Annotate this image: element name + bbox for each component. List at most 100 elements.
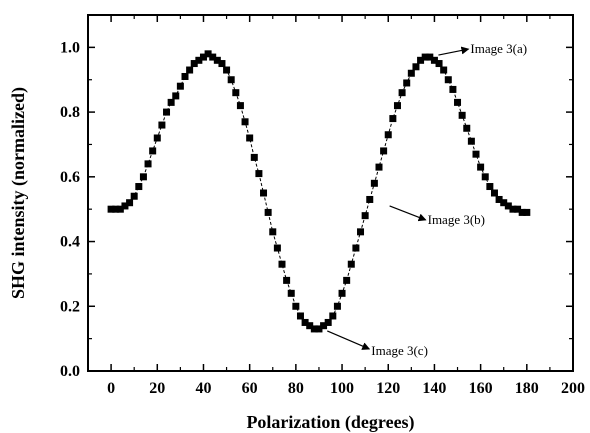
y-axis-title: SHG intensity (normalized) xyxy=(8,87,29,299)
data-point xyxy=(107,205,115,213)
data-point xyxy=(213,56,221,64)
annotation-label: Image 3(b) xyxy=(428,212,485,227)
data-point xyxy=(361,212,369,220)
data-point xyxy=(116,205,124,213)
data-point xyxy=(486,183,494,191)
y-tick-label: 0.6 xyxy=(60,169,80,186)
data-point xyxy=(504,202,512,210)
data-point xyxy=(273,244,281,252)
x-tick-label: 200 xyxy=(561,380,585,397)
data-point xyxy=(195,56,203,64)
data-point xyxy=(472,150,480,158)
data-point xyxy=(523,208,531,216)
data-point xyxy=(463,124,471,132)
x-tick-label: 20 xyxy=(149,380,165,397)
data-point xyxy=(260,189,268,197)
data-point xyxy=(130,192,138,200)
annotation-arrow xyxy=(327,330,371,350)
data-point xyxy=(153,134,161,142)
annotation-arrow xyxy=(389,205,427,222)
data-point xyxy=(255,170,263,178)
data-point xyxy=(357,228,365,236)
data-point xyxy=(389,115,397,123)
data-point xyxy=(407,69,415,77)
data-point xyxy=(495,195,503,203)
data-point xyxy=(444,76,452,84)
data-point xyxy=(458,111,466,119)
x-tick-label: 100 xyxy=(330,380,354,397)
data-point xyxy=(435,60,443,68)
data-point xyxy=(500,199,508,207)
data-point xyxy=(176,82,184,90)
data-point xyxy=(324,318,332,326)
data-point xyxy=(320,322,328,330)
data-point xyxy=(467,137,475,145)
data-point xyxy=(343,276,351,284)
data-point xyxy=(384,131,392,139)
data-point xyxy=(223,66,231,74)
x-tick-label: 0 xyxy=(107,380,115,397)
data-point xyxy=(440,66,448,74)
data-point xyxy=(236,102,244,110)
data-point xyxy=(509,205,517,213)
data-point xyxy=(112,205,120,213)
data-point xyxy=(167,98,175,106)
data-point xyxy=(352,244,360,252)
data-point xyxy=(227,76,235,84)
data-point xyxy=(204,50,212,58)
data-point xyxy=(121,202,129,210)
data-point xyxy=(315,325,323,333)
data-point xyxy=(333,302,341,310)
data-point xyxy=(158,121,166,129)
x-tick-label: 120 xyxy=(376,380,400,397)
data-point xyxy=(278,260,286,268)
data-point xyxy=(241,118,249,126)
data-point xyxy=(454,98,462,106)
data-point xyxy=(209,53,217,61)
data-point xyxy=(490,189,498,197)
x-tick-label: 140 xyxy=(422,380,446,397)
x-tick-label: 40 xyxy=(195,380,211,397)
x-tick-label: 80 xyxy=(288,380,304,397)
data-point xyxy=(477,163,485,171)
data-point xyxy=(126,199,134,207)
data-point xyxy=(329,312,337,320)
x-tick-label: 160 xyxy=(469,380,493,397)
data-point xyxy=(338,289,346,297)
data-series xyxy=(107,50,531,333)
data-point xyxy=(310,325,318,333)
annotation-label: Image 3(a) xyxy=(470,41,527,56)
annotation-label: Image 3(c) xyxy=(371,343,428,358)
data-point xyxy=(250,153,258,161)
data-point xyxy=(149,147,157,155)
x-axis-title: Polarization (degrees) xyxy=(246,412,414,433)
y-tick-label: 0.4 xyxy=(60,234,80,251)
data-point xyxy=(246,134,254,142)
data-point xyxy=(403,79,411,87)
y-tick-label: 0.8 xyxy=(60,104,80,121)
data-point xyxy=(264,208,272,216)
data-point xyxy=(370,179,378,187)
data-point xyxy=(393,102,401,110)
data-point xyxy=(366,195,374,203)
data-point xyxy=(186,66,194,74)
data-point xyxy=(301,318,309,326)
data-point xyxy=(144,160,152,168)
data-point xyxy=(190,60,198,68)
data-point xyxy=(421,53,429,61)
x-tick-label: 60 xyxy=(242,380,258,397)
data-point xyxy=(296,312,304,320)
data-point xyxy=(199,53,207,61)
data-point xyxy=(380,147,388,155)
data-point xyxy=(449,85,457,93)
data-point xyxy=(430,56,438,64)
data-point xyxy=(518,208,526,216)
data-point xyxy=(347,260,355,268)
data-point xyxy=(426,53,434,61)
data-point xyxy=(375,163,383,171)
data-point xyxy=(481,173,489,181)
data-point xyxy=(139,173,147,181)
data-point xyxy=(514,205,522,213)
data-point xyxy=(417,56,425,64)
